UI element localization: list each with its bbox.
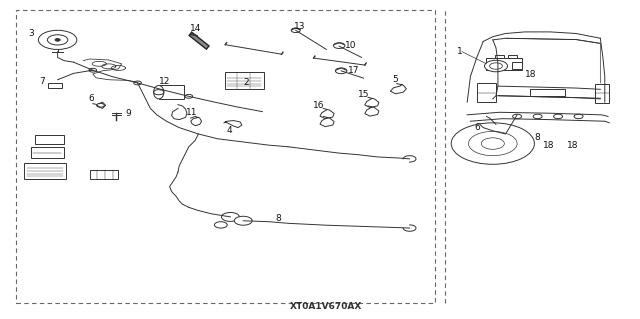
Text: 8: 8: [276, 214, 281, 223]
Bar: [31, 147, 64, 158]
Circle shape: [234, 216, 252, 225]
Text: 12: 12: [159, 77, 171, 86]
Circle shape: [533, 114, 542, 119]
Bar: [486, 58, 522, 70]
Bar: [530, 89, 565, 96]
Text: 18: 18: [525, 70, 537, 79]
Bar: [595, 84, 609, 103]
Circle shape: [214, 222, 227, 228]
Text: 9: 9: [125, 109, 131, 118]
Text: 6: 6: [474, 123, 479, 132]
Circle shape: [134, 81, 141, 85]
Text: 3: 3: [28, 29, 33, 38]
Circle shape: [513, 114, 522, 119]
Bar: [512, 62, 522, 69]
Text: 5: 5: [393, 75, 398, 84]
Circle shape: [47, 35, 68, 45]
Circle shape: [89, 68, 97, 72]
Bar: [48, 83, 62, 88]
Text: 7: 7: [39, 77, 44, 86]
Text: 15: 15: [358, 90, 369, 99]
Text: 1: 1: [457, 47, 462, 56]
Text: 16: 16: [313, 101, 324, 110]
Text: 11: 11: [186, 108, 198, 117]
Text: XT0A1V670AX: XT0A1V670AX: [290, 302, 363, 311]
Bar: [35, 135, 64, 144]
Circle shape: [185, 94, 193, 98]
Text: 4: 4: [227, 126, 232, 135]
Bar: [495, 55, 504, 58]
Circle shape: [554, 114, 563, 119]
Text: 8: 8: [535, 133, 540, 142]
Text: 2: 2: [244, 78, 249, 87]
Circle shape: [38, 30, 77, 49]
Circle shape: [221, 212, 239, 221]
Text: 18: 18: [567, 141, 579, 150]
Text: 6: 6: [89, 94, 94, 103]
Circle shape: [451, 123, 534, 164]
Bar: [90, 170, 118, 179]
Circle shape: [484, 60, 508, 72]
Text: 10: 10: [345, 41, 356, 50]
Text: 14: 14: [189, 24, 201, 33]
Ellipse shape: [154, 85, 164, 99]
Bar: [508, 55, 517, 58]
Circle shape: [574, 114, 583, 119]
Circle shape: [55, 39, 60, 41]
Text: 18: 18: [543, 141, 555, 150]
Text: 13: 13: [294, 22, 305, 31]
Bar: [225, 72, 264, 89]
Text: 17: 17: [348, 66, 359, 75]
Bar: [159, 85, 184, 99]
Bar: [477, 83, 496, 102]
Bar: [24, 163, 66, 179]
